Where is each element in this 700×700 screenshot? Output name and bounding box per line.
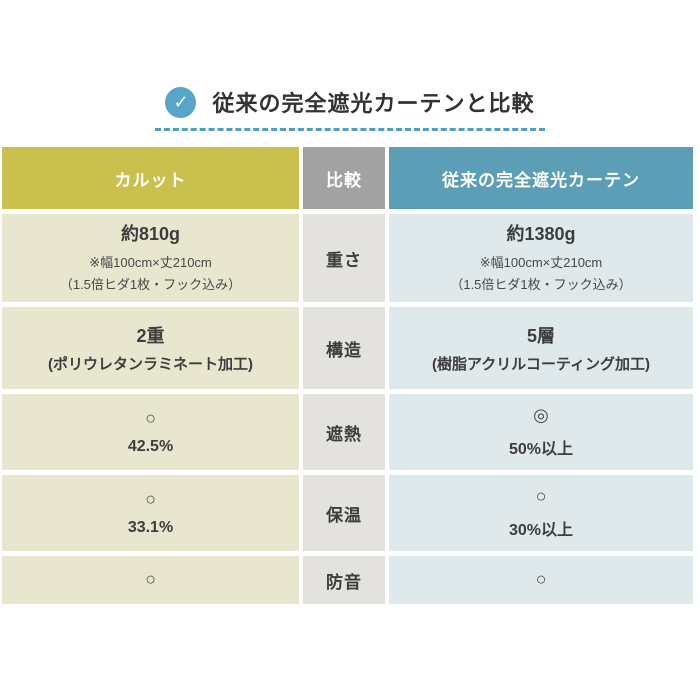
title-block: ✓ 従来の完全遮光カーテンと比較 — [0, 86, 700, 131]
cell-karutto-heat-retention: ○ 33.1% — [2, 475, 299, 551]
heat-shield-value-karutto: 42.5% — [127, 438, 174, 456]
row-label-heat-retention-text: 保温 — [326, 505, 362, 525]
cell-conventional-heat-retention: ○ 30%以上 — [389, 475, 693, 551]
cell-conventional-weight: 約1380g ※幅100cm×丈210cm （1.5倍ヒダ1枚・フック込み） — [389, 214, 693, 302]
weight-value-conventional: 約1380g — [506, 223, 576, 244]
cell-conventional-soundproof: ○ — [389, 556, 693, 604]
circle-rating-icon: ○ — [145, 569, 156, 590]
weight-note-size: ※幅100cm×丈210cm — [89, 254, 212, 270]
row-label-heat-shield-text: 遮熱 — [326, 424, 362, 444]
cell-conventional-heat-shield: ◎ 50%以上 — [389, 394, 693, 470]
comparison-table: カルット 比較 従来の完全遮光カーテン 約810g ※幅100cm×丈210cm… — [2, 147, 693, 604]
row-label-soundproof-text: 防音 — [326, 572, 362, 592]
cell-karutto-soundproof: ○ — [2, 556, 299, 604]
weight-note-size-conv: ※幅100cm×丈210cm — [479, 254, 603, 270]
row-label-heat-shield: 遮熱 — [303, 394, 385, 470]
cell-karutto-weight: 約810g ※幅100cm×丈210cm （1.5倍ヒダ1枚・フック込み） — [2, 214, 299, 302]
structure-note-karutto: (ポリウレタンラミネート加工) — [48, 356, 253, 373]
check-circle-icon: ✓ — [165, 86, 197, 118]
weight-note-detail-conv: （1.5倍ヒダ1枚・フック込み） — [450, 277, 632, 292]
heat-retention-value-conventional: 30%以上 — [508, 522, 574, 540]
circle-rating-icon: ○ — [145, 488, 156, 509]
heat-retention-value-karutto: 33.1% — [127, 519, 174, 537]
double-circle-rating-icon: ◎ — [533, 404, 549, 425]
weight-note-detail: （1.5倍ヒダ1枚・フック込み） — [59, 277, 242, 292]
circle-rating-icon: ○ — [535, 485, 547, 506]
header-product-karutto: カルット — [2, 147, 299, 209]
title-row: ✓ 従来の完全遮光カーテンと比較 — [165, 86, 534, 118]
cell-conventional-structure: 5層 (樹脂アクリルコーティング加工) — [389, 307, 693, 389]
circle-rating-icon: ○ — [145, 407, 156, 428]
page-title: 従来の完全遮光カーテンと比較 — [212, 91, 535, 116]
cell-karutto-heat-shield: ○ 42.5% — [2, 394, 299, 470]
row-label-weight: 重さ — [303, 214, 385, 302]
weight-value-karutto: 約810g — [120, 223, 181, 244]
header-conventional-curtain: 従来の完全遮光カーテン — [389, 147, 693, 209]
row-label-structure-text: 構造 — [326, 340, 362, 360]
dashed-underline — [155, 128, 545, 131]
structure-value-conventional: 5層 — [526, 326, 555, 346]
row-label-heat-retention: 保温 — [303, 475, 385, 551]
header-compare-label: 比較 — [303, 147, 385, 209]
row-label-weight-text: 重さ — [326, 250, 362, 270]
structure-value-karutto: 2重 — [136, 326, 165, 346]
heat-shield-value-conventional: 50%以上 — [508, 441, 574, 459]
circle-rating-icon: ○ — [535, 569, 547, 590]
row-label-structure: 構造 — [303, 307, 385, 389]
cell-karutto-structure: 2重 (ポリウレタンラミネート加工) — [2, 307, 299, 389]
structure-note-conventional: (樹脂アクリルコーティング加工) — [431, 356, 651, 373]
row-label-soundproof: 防音 — [303, 556, 385, 604]
